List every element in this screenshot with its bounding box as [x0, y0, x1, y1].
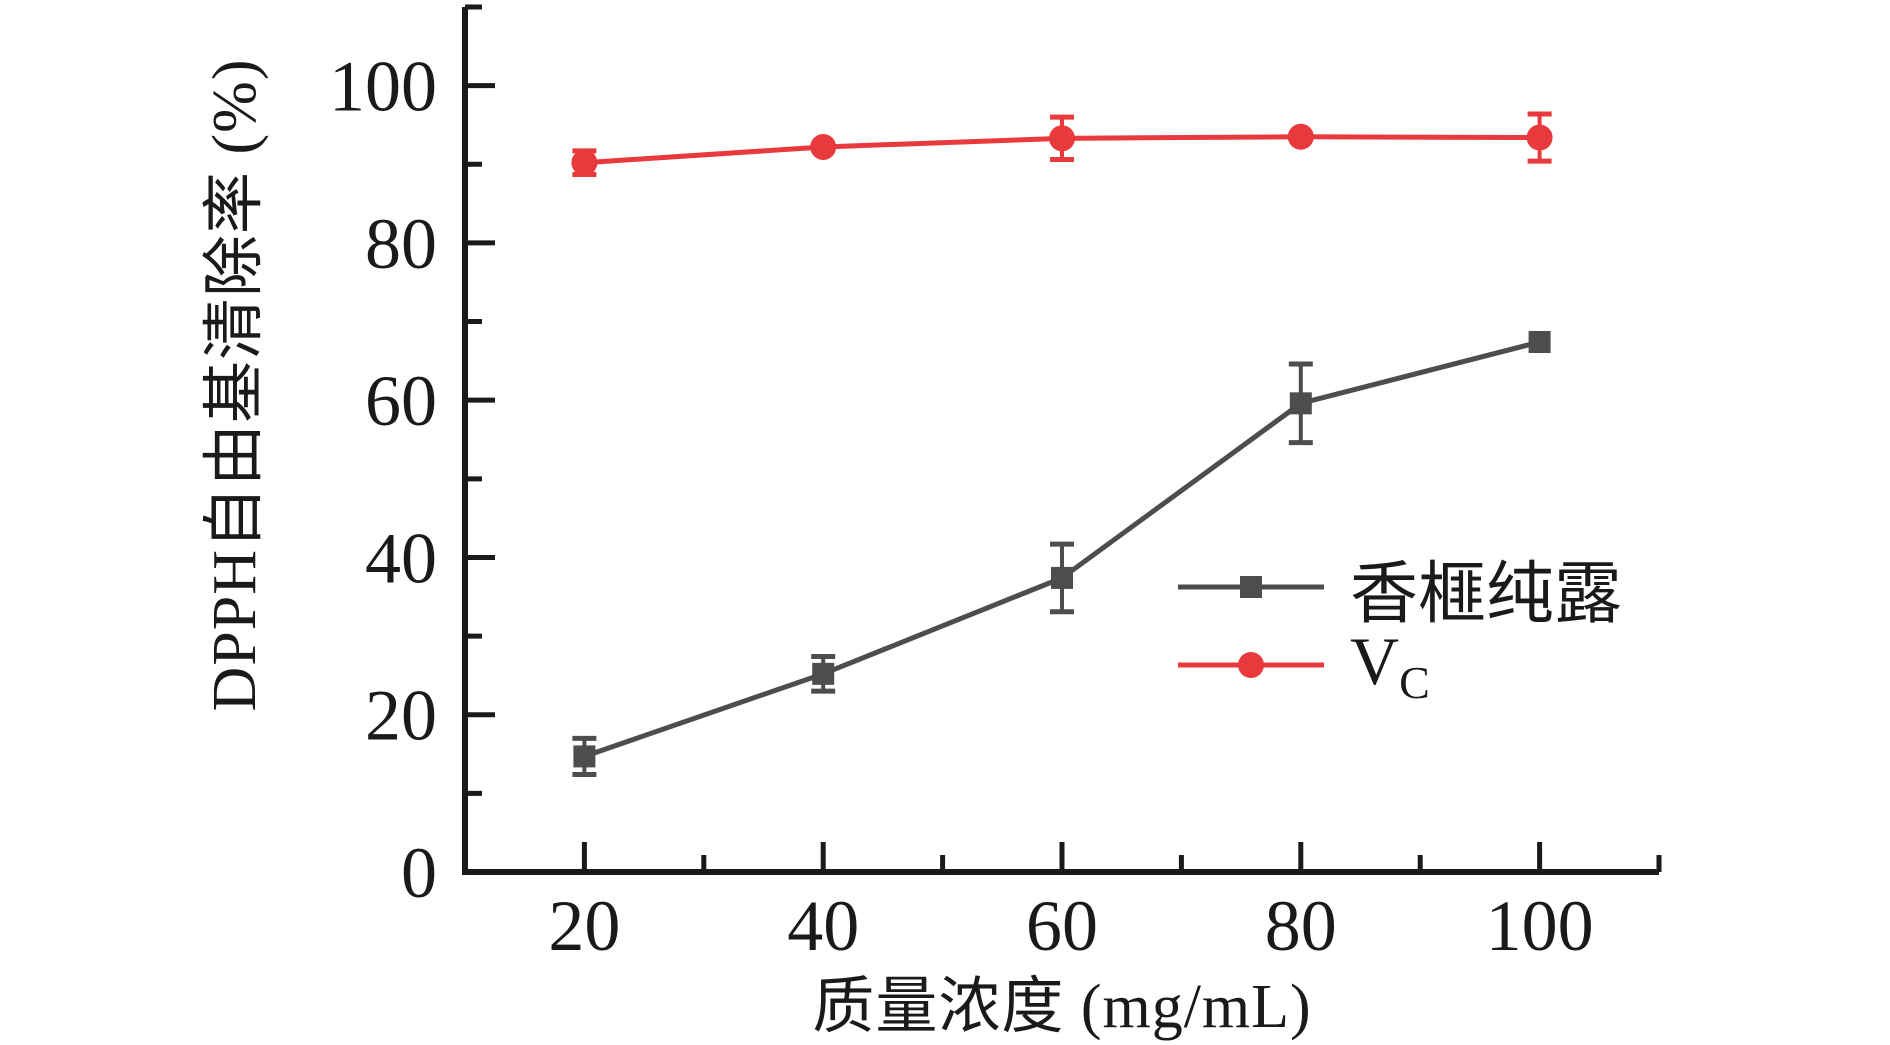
x-tick-label: 100 [1486, 886, 1594, 966]
y-tick-label: 80 [365, 204, 437, 284]
data-point-square [1289, 392, 1312, 415]
hydrosol-line-square-icon [1178, 576, 1324, 598]
legend-entry-hydrosol: 香榧纯露 [1178, 548, 1622, 632]
legend-label-hydrosol: 香榧纯露 [1350, 555, 1623, 632]
vc-line-circle-icon [1178, 652, 1324, 678]
legend: 香榧纯露 VC [1178, 548, 1622, 708]
legend-entry-vc: VC [1178, 623, 1622, 708]
data-point-square [1528, 330, 1551, 353]
legend-label-vc-subscript: C [1399, 656, 1430, 708]
data-point-circle [571, 149, 598, 176]
data-point-circle [1287, 123, 1314, 150]
data-point-circle [810, 133, 837, 160]
legend-label-vc-main: V [1350, 622, 1400, 699]
data-point-circle [1049, 125, 1075, 152]
x-tick-label: 80 [1265, 886, 1337, 966]
series-VC [571, 111, 1553, 177]
y-tick-label: 0 [401, 833, 437, 913]
x-tick-label: 60 [1026, 886, 1098, 966]
data-point-square [812, 662, 835, 685]
y-tick-label: 60 [365, 361, 437, 441]
y-axis-title: DPPH自由基清除率 (%) [201, 58, 269, 712]
y-tick-label: 100 [329, 47, 437, 127]
data-point-square [1051, 566, 1073, 589]
x-axis-title: 质量浓度 (mg/mL) [812, 973, 1312, 1041]
y-tick-label: 20 [365, 676, 437, 756]
y-tick-label: 40 [365, 518, 437, 598]
legend-label-vc: VC [1350, 622, 1430, 709]
data-point-square [573, 745, 596, 768]
x-tick-label: 40 [787, 886, 859, 966]
series-香榧纯露 [572, 330, 1551, 777]
x-tick-label: 20 [548, 886, 620, 966]
data-point-circle [1526, 124, 1553, 151]
